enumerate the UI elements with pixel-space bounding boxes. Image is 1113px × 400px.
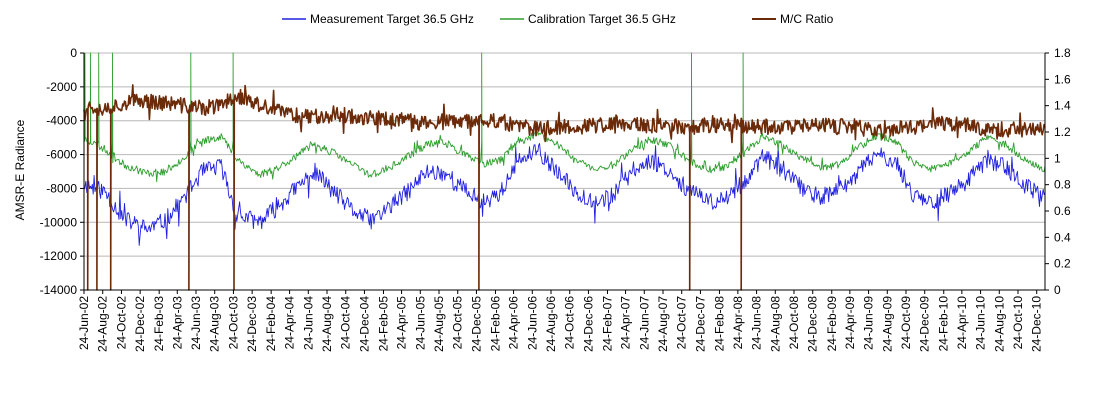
- x-tick-label-40: 24-Feb-09: [825, 296, 839, 352]
- x-tick-label-37: 24-Aug-08: [768, 296, 782, 352]
- x-tick-label-16: 24-Feb-05: [377, 296, 391, 352]
- x-tick-label-20: 24-Oct-05: [451, 296, 465, 350]
- legend: Measurement Target 36.5 GHz Calibration …: [282, 12, 834, 26]
- legend-label-measurement: Measurement Target 36.5 GHz: [310, 12, 474, 26]
- right-tick-label-8: 0.2: [1054, 257, 1071, 271]
- x-tick-label-28: 24-Feb-07: [601, 296, 615, 352]
- series-ratio-line: [83, 84, 1046, 291]
- right-tick-label-3: 1.2: [1054, 125, 1071, 139]
- x-tick-label-34: 24-Feb-08: [713, 296, 727, 352]
- x-tick-label-14: 24-Oct-04: [339, 296, 353, 350]
- x-tick-label-46: 24-Feb-10: [937, 296, 951, 352]
- left-tick-label-1: -2000: [46, 80, 77, 94]
- x-tick-label-9: 24-Dec-03: [245, 296, 259, 352]
- left-tick-label-2: -4000: [46, 114, 77, 128]
- x-tick-label-15: 24-Dec-04: [357, 296, 371, 352]
- left-tick-label-0: 0: [70, 46, 77, 60]
- x-tick-label-12: 24-Jun-04: [301, 296, 315, 350]
- x-tick-label-32: 24-Oct-07: [675, 296, 689, 350]
- x-tick-label-24: 24-Jun-06: [525, 296, 539, 350]
- x-tick-label-0: 24-Jun-02: [77, 296, 91, 350]
- x-ticks: 24-Jun-02 24-Aug-02 24-Oct-02 24-Dec-02 24-F…: [77, 290, 1044, 352]
- x-tick-label-23: 24-Apr-06: [507, 296, 521, 350]
- x-tick-label-6: 24-Jun-03: [189, 296, 203, 350]
- x-tick-label-10: 24-Feb-04: [264, 296, 278, 352]
- x-tick-label-26: 24-Oct-06: [563, 296, 577, 350]
- x-tick-label-4: 24-Feb-03: [152, 296, 166, 352]
- right-tick-label-5: 0.8: [1054, 178, 1071, 192]
- right-tick-label-9: 0: [1054, 283, 1061, 297]
- x-tick-label-5: 24-Apr-03: [170, 296, 184, 350]
- right-tick-label-4: 1: [1054, 151, 1061, 165]
- x-tick-label-2: 24-Oct-02: [114, 296, 128, 350]
- x-tick-label-21: 24-Dec-05: [469, 296, 483, 352]
- x-tick-label-47: 24-Apr-10: [955, 296, 969, 350]
- x-tick-label-22: 24-Feb-06: [489, 296, 503, 352]
- x-tick-label-35: 24-Apr-08: [731, 296, 745, 350]
- series-measurement-line: [83, 143, 1046, 246]
- right-tick-label-1: 1.6: [1054, 72, 1071, 86]
- left-tick-label-7: -14000: [40, 283, 78, 297]
- x-tick-label-17: 24-Apr-05: [395, 296, 409, 350]
- x-tick-label-7: 24-Aug-03: [208, 296, 222, 352]
- series-calibration-line: [83, 52, 1046, 183]
- x-tick-label-30: 24-Jun-07: [637, 296, 651, 350]
- x-tick-label-44: 24-Oct-09: [899, 296, 913, 350]
- x-tick-label-36: 24-Jun-08: [750, 296, 764, 350]
- x-tick-label-48: 24-Jun-10: [974, 296, 988, 350]
- x-tick-label-38: 24-Oct-08: [787, 296, 801, 350]
- y-axis-title: AMSR-E Radiance: [13, 119, 27, 220]
- left-y-ticks: 0 -2000 -4000 -6000 -8000 -10000 -12000 -14000: [40, 46, 84, 297]
- x-tick-label-11: 24-Apr-04: [283, 296, 297, 350]
- x-tick-label-25: 24-Aug-06: [544, 296, 558, 352]
- right-tick-label-6: 0.6: [1054, 204, 1071, 218]
- x-tick-label-42: 24-Jun-09: [862, 296, 876, 350]
- left-tick-label-3: -6000: [46, 148, 77, 162]
- x-tick-label-39: 24-Dec-08: [806, 296, 820, 352]
- x-tick-label-45: 24-Dec-09: [918, 296, 932, 352]
- x-tick-label-13: 24-Aug-04: [320, 296, 334, 352]
- left-tick-label-4: -8000: [46, 181, 77, 195]
- x-tick-label-51: 24-Dec-10: [1030, 296, 1044, 352]
- left-tick-label-6: -12000: [40, 249, 78, 263]
- x-tick-label-3: 24-Dec-02: [133, 296, 147, 352]
- x-tick-label-18: 24-Jun-05: [413, 296, 427, 350]
- x-tick-label-19: 24-Aug-05: [432, 296, 446, 352]
- x-tick-label-31: 24-Aug-07: [656, 296, 670, 352]
- x-tick-label-49: 24-Aug-10: [992, 296, 1006, 352]
- right-tick-label-7: 0.4: [1054, 230, 1071, 244]
- legend-label-ratio: M/C Ratio: [780, 12, 834, 26]
- x-tick-label-27: 24-Dec-06: [581, 296, 595, 352]
- x-tick-label-8: 24-Oct-03: [226, 296, 240, 350]
- x-tick-label-41: 24-Apr-09: [843, 296, 857, 350]
- x-tick-label-1: 24-Aug-02: [96, 296, 110, 352]
- right-tick-label-2: 1.4: [1054, 99, 1071, 113]
- x-tick-label-50: 24-Oct-10: [1011, 296, 1025, 350]
- legend-label-calibration: Calibration Target 36.5 GHz: [528, 12, 676, 26]
- x-tick-label-29: 24-Apr-07: [619, 296, 633, 350]
- left-tick-label-5: -10000: [40, 215, 78, 229]
- axes: [83, 53, 1046, 291]
- right-y-ticks: 1.8 1.6 1.4 1.2 1 0.8 0.6 0.4 0.2 0: [1045, 46, 1071, 297]
- right-tick-label-0: 1.8: [1054, 46, 1071, 60]
- series-layer: [83, 52, 1046, 291]
- x-tick-label-43: 24-Aug-09: [880, 296, 894, 352]
- x-tick-label-33: 24-Dec-07: [693, 296, 707, 352]
